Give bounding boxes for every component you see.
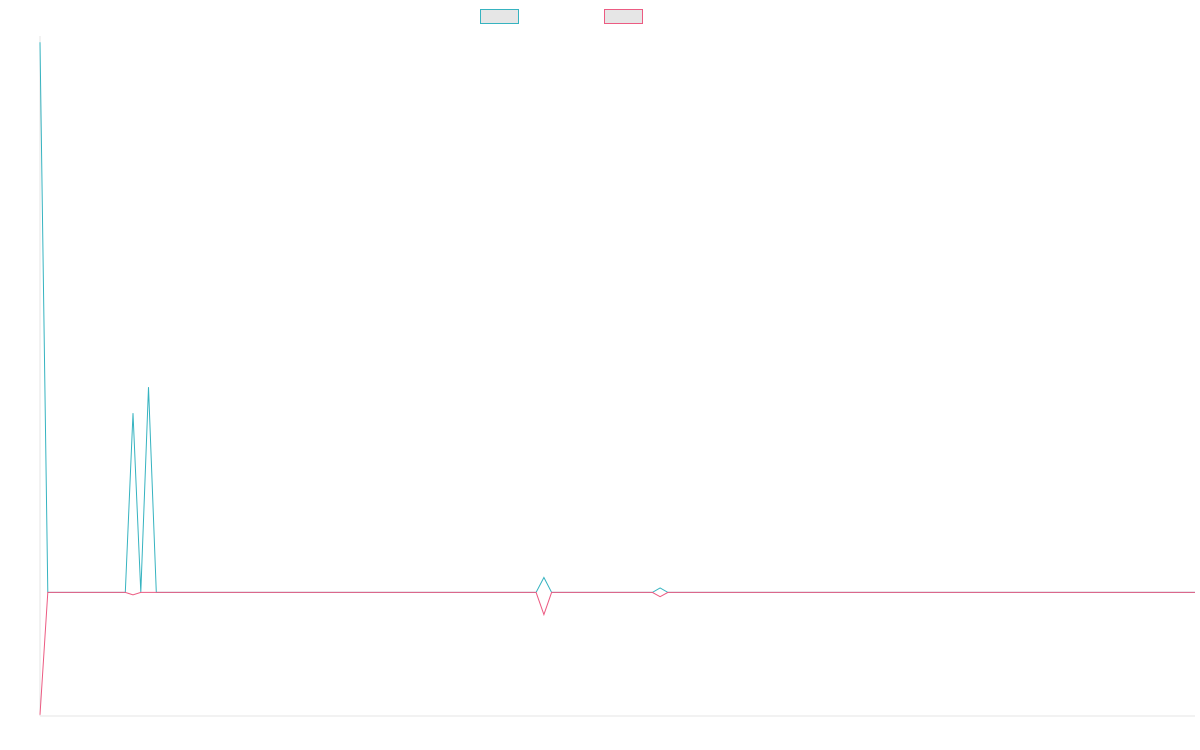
series-lines [39, 42, 1195, 715]
legend-swatch-series-1[interactable] [480, 9, 519, 24]
axes [39, 36, 1195, 717]
legend-swatch-series-2[interactable] [604, 9, 643, 24]
series-1-line [39, 42, 1195, 593]
series-2-line [39, 591, 1195, 715]
